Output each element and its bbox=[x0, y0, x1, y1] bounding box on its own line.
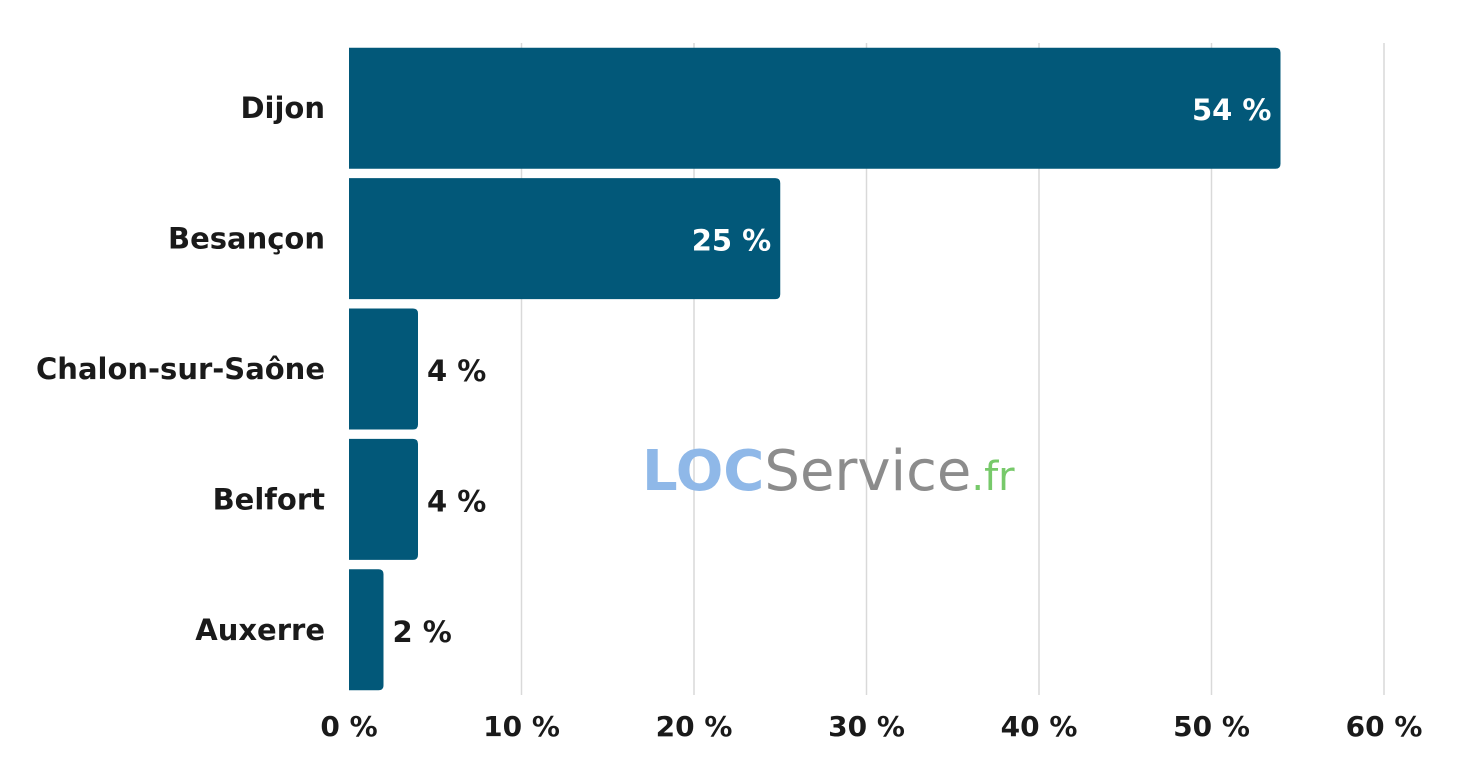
x-tick-label: 40 % bbox=[1001, 710, 1078, 743]
value-label: 54 % bbox=[1192, 93, 1272, 127]
bar bbox=[349, 308, 418, 430]
category-label: Dijon bbox=[240, 91, 325, 125]
watermark-fr-text: .fr bbox=[971, 454, 1015, 500]
category-label: Chalon-sur-Saône bbox=[36, 352, 325, 386]
x-tick-label: 10 % bbox=[483, 710, 560, 743]
x-tick-label: 0 % bbox=[320, 710, 377, 743]
value-label: 4 % bbox=[427, 484, 486, 518]
category-label: Besançon bbox=[168, 222, 325, 256]
bar bbox=[349, 569, 384, 691]
bar bbox=[349, 178, 781, 300]
x-tick-label: 50 % bbox=[1173, 710, 1250, 743]
x-tick-label: 60 % bbox=[1346, 710, 1423, 743]
category-label: Auxerre bbox=[195, 613, 325, 647]
watermark-loc-text: LOC bbox=[642, 439, 764, 504]
watermark-service-text: Service bbox=[764, 439, 971, 504]
labels: Dijon 54 % Besançon 25 % Chalon-sur-Saône 4 %… bbox=[36, 91, 1271, 649]
category-label: Belfort bbox=[213, 482, 326, 516]
value-label: 4 % bbox=[427, 354, 486, 388]
bar bbox=[349, 438, 418, 560]
value-label: 25 % bbox=[692, 224, 772, 258]
bars bbox=[349, 47, 1281, 691]
x-tick-label: 20 % bbox=[656, 710, 733, 743]
x-axis-ticks: 0 % 10 % 20 % 30 % 40 % 50 % 60 % bbox=[320, 710, 1422, 743]
value-label: 2 % bbox=[393, 615, 452, 649]
bar bbox=[349, 47, 1281, 169]
svg-text:LOCService.fr: LOCService.fr bbox=[642, 439, 1015, 504]
loc-service-watermark: LOCService.fr bbox=[642, 439, 1015, 504]
x-tick-label: 30 % bbox=[828, 710, 905, 743]
